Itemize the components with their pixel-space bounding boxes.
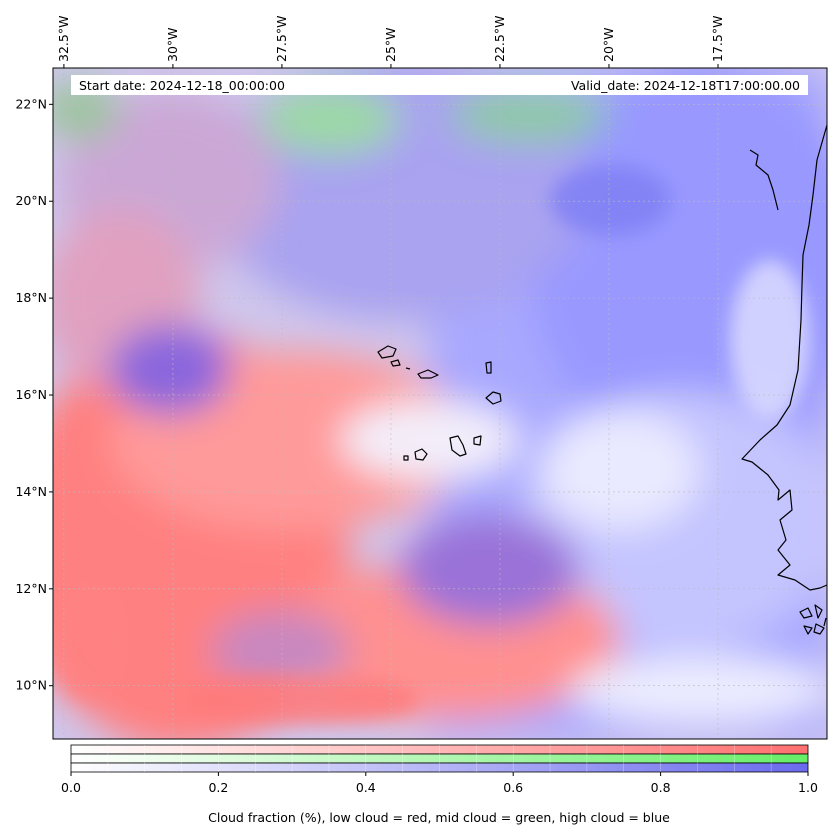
graticule: [53, 68, 827, 739]
cloud-field: [53, 68, 827, 739]
island-santo-antao: [377, 345, 397, 359]
colorbar-label: Cloud fraction (%), low cloud = red, mid…: [208, 810, 670, 825]
coast-bissagos-a: [799, 607, 813, 619]
colorbar-segments: [107, 745, 772, 772]
lon-tick-label-4: 22.5°W: [492, 16, 507, 62]
lat-tick-label-2: 14°N: [15, 484, 47, 499]
lat-tick-label-3: 16°N: [15, 387, 47, 402]
coast-bissagos-e: [823, 617, 827, 627]
island-maio: [473, 435, 482, 446]
coast-bissagos-c: [803, 625, 813, 635]
lat-tick-label-4: 18°N: [15, 290, 47, 305]
island-sao-vicente: [390, 359, 401, 367]
lon-tick-label-3: 25°W: [383, 27, 398, 62]
island-boa-vista: [485, 391, 502, 405]
colorbar: 0.0 0.2 0.4 0.6 0.8 1.0 Cloud fraction (%), l…: [61, 744, 818, 825]
island-brava: [403, 455, 409, 461]
lon-tick-label-6: 17.5°W: [710, 16, 725, 62]
lon-tick-label-0: 32.5°W: [56, 16, 71, 62]
latitude-axis: 10°N 12°N 14°N 16°N 18°N 20°N 22°N: [15, 96, 53, 693]
island-sao-nicolau: [417, 369, 439, 379]
longitude-axis: 32.5°W 30°W 27.5°W 25°W 22.5°W 20°W 17.5°W: [56, 16, 725, 68]
lat-tick-label-1: 12°N: [15, 581, 47, 596]
lon-tick-label-1: 30°W: [165, 27, 180, 62]
lat-tick-label-5: 20°N: [15, 193, 47, 208]
lat-tick-label-6: 22°N: [15, 96, 47, 111]
island-santa-luzia: [405, 367, 411, 370]
island-santiago: [449, 435, 467, 457]
lon-tick-label-5: 20°W: [601, 27, 616, 62]
colorbar-tick-label-5: 1.0: [798, 780, 818, 795]
lat-tick-label-0: 10°N: [15, 678, 47, 693]
coast-notch-north: [749, 149, 779, 211]
valid-date-label: Valid_date: 2024-12-18T17:00:00.00: [571, 78, 800, 93]
coast-bissagos-b: [814, 604, 823, 619]
island-fogo: [414, 448, 428, 461]
date-header-background: [71, 75, 808, 95]
africa-coastline: [741, 124, 827, 591]
colorbar-tick-label-3: 0.6: [503, 780, 523, 795]
date-header: Start date: 2024-12-18_00:00:00 Valid_da…: [71, 75, 808, 95]
lon-tick-label-2: 27.5°W: [274, 16, 289, 62]
coast-bissagos-d: [813, 623, 825, 635]
start-date-label: Start date: 2024-12-18_00:00:00: [79, 78, 285, 93]
colorbar-ticks: 0.0 0.2 0.4 0.6 0.8 1.0: [61, 772, 818, 795]
colorbar-tick-label-2: 0.4: [356, 780, 376, 795]
colorbar-tick-label-1: 0.2: [208, 780, 228, 795]
coastline: [377, 124, 827, 635]
colorbar-tick-label-4: 0.8: [651, 780, 671, 795]
island-sal: [485, 361, 492, 374]
map-frame: [52, 67, 828, 740]
colorbar-tick-label-0: 0.0: [61, 780, 81, 795]
